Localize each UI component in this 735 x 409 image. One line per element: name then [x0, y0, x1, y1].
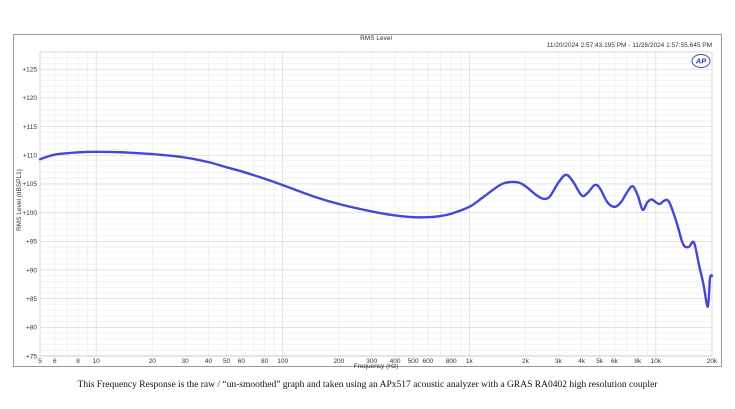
x-tick-label: 30	[182, 358, 190, 365]
x-tick-label: 2k	[522, 358, 530, 365]
series-layer	[38, 150, 714, 308]
x-tick-label: 400	[390, 358, 401, 365]
y-tick-label: +110	[23, 153, 38, 160]
x-tick-label: 1k	[466, 358, 474, 365]
chart-frame	[13, 34, 722, 367]
x-tick-label: 6k	[611, 358, 619, 365]
grid	[39, 51, 713, 357]
y-tick-label: +125	[22, 67, 37, 74]
x-tick-label: 8k	[634, 358, 642, 365]
ap-logo: AP	[691, 54, 711, 68]
y-tick-label: +115	[23, 124, 38, 131]
y-tick-label: +105	[22, 181, 37, 188]
x-tick-label: 5k	[596, 358, 604, 365]
y-tick-label: +95	[26, 239, 37, 246]
chart-subtitle: 11/20/2024 2:57:43.195 PM - 11/26/2024 1…	[547, 42, 712, 49]
x-tick-label: 50	[223, 358, 231, 365]
x-tick-label: 60	[238, 358, 246, 365]
x-tick-label: 500	[408, 358, 419, 365]
y-tick-label: +80	[26, 325, 37, 332]
x-tick-label: 40	[205, 358, 213, 365]
x-tick-label: 600	[422, 358, 433, 365]
y-tick-label: +100	[22, 210, 37, 217]
x-tick-label: 80	[261, 358, 269, 365]
figure-caption: This Frequency Response is the raw / “un…	[77, 380, 658, 390]
y-axis-label: RMS Level (dBSPL1)	[16, 169, 23, 231]
x-tick-label: 5	[38, 358, 42, 365]
chart-title: RMS Level	[360, 35, 392, 42]
y-tick-label: +85	[26, 296, 37, 303]
x-tick-label: 8	[76, 358, 80, 365]
x-tick-label: 3k	[555, 358, 563, 365]
x-tick-label: 200	[333, 358, 344, 365]
x-tick-label: 20	[149, 358, 157, 365]
frequency-response-line	[38, 150, 714, 308]
x-tick-label: 20k	[707, 358, 718, 365]
x-tick-label: 4k	[578, 358, 586, 365]
frequency-response-chart: 5 6 8 10 20 30 40 50 60 80 100 200 300 400 500 600 800 1k…	[16, 35, 718, 370]
x-tick-label: 300	[366, 358, 377, 365]
x-tick-label: 10k	[651, 358, 662, 365]
x-tick-label: 6	[53, 358, 57, 365]
x-tick-label: 100	[277, 358, 288, 365]
y-tick-label: +75	[26, 353, 37, 360]
axes: 5 6 8 10 20 30 40 50 60 80 100 200 300 400 500 600 800 1k…	[22, 67, 718, 365]
x-tick-label: 800	[446, 358, 457, 365]
y-tick-label: +120	[22, 95, 37, 102]
x-tick-label: 10	[93, 358, 101, 365]
ap-logo-text: AP	[695, 57, 707, 66]
x-axis-label: Frequency (Hz)	[354, 363, 399, 370]
y-tick-label: +90	[26, 267, 37, 274]
